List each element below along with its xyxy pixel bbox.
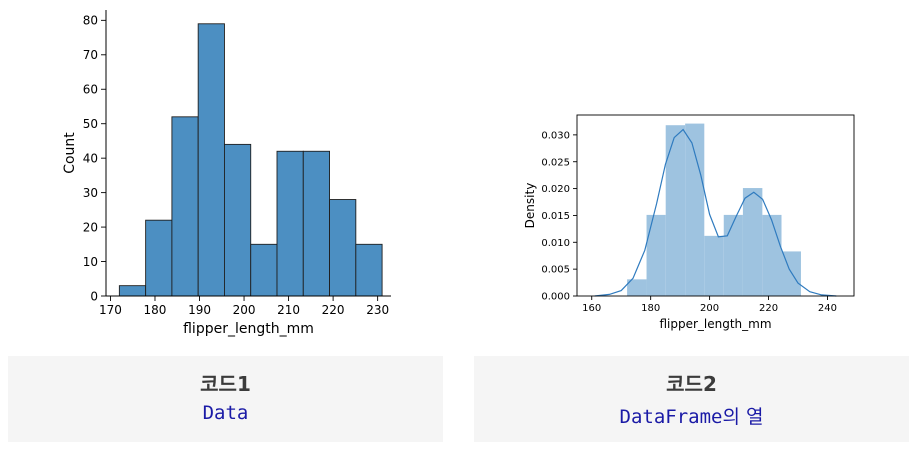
- x-tick-label: 230: [366, 303, 389, 317]
- y-axis-label: Count: [62, 132, 78, 174]
- histogram-bar: [171, 116, 199, 297]
- code1-caption-code: Data: [202, 402, 249, 424]
- histogram-bar: [118, 285, 147, 297]
- x-tick-label: 190: [188, 303, 211, 317]
- y-tick-label: 60: [83, 83, 98, 97]
- code2-card: 코드2 DataFrame의 열: [474, 356, 909, 442]
- x-tick-label: 170: [99, 303, 122, 317]
- y-tick-label: 30: [83, 186, 98, 200]
- code2-caption-suffix: 의 열: [722, 406, 764, 428]
- y-tick-label: 80: [83, 14, 98, 28]
- histogram-chart-count: 170 180 190 200 210 220 230 0 10 20 30 40 50 60 70 80 fl…: [62, 10, 391, 337]
- x-tick-label: 200: [233, 303, 256, 317]
- histogram-bar: [250, 243, 278, 297]
- code1-caption: Data: [8, 402, 443, 424]
- y-tick-label: 70: [83, 48, 98, 62]
- code2-title: 코드2: [666, 372, 717, 396]
- histogram-bar: [355, 243, 383, 297]
- y-tick-label: 0: [90, 289, 98, 303]
- histogram-bar: [197, 23, 225, 297]
- y-tick-label: 10: [83, 255, 98, 269]
- histogram-bar: [224, 143, 252, 297]
- histogram-bar: [145, 219, 173, 297]
- histogram-bar: [302, 150, 330, 297]
- y-tick-label: 50: [83, 117, 98, 131]
- y-tick-label: 20: [83, 220, 98, 234]
- code2-caption: DataFrame의 열: [474, 402, 909, 429]
- code1-title: 코드1: [200, 372, 251, 396]
- x-tick-label: 180: [144, 303, 167, 317]
- code1-card: 코드1 Data: [8, 356, 443, 442]
- code2-caption-code: DataFrame: [619, 406, 723, 428]
- x-axis-label: flipper_length_mm: [183, 321, 314, 337]
- x-tick-label: 210: [277, 303, 300, 317]
- x-tick-label: 220: [322, 303, 345, 317]
- histogram-bar: [276, 150, 304, 297]
- histogram-bar: [329, 199, 357, 297]
- y-tick-label: 40: [83, 151, 98, 165]
